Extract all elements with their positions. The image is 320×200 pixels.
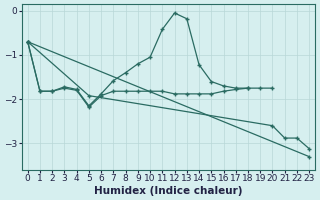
X-axis label: Humidex (Indice chaleur): Humidex (Indice chaleur)	[94, 186, 243, 196]
